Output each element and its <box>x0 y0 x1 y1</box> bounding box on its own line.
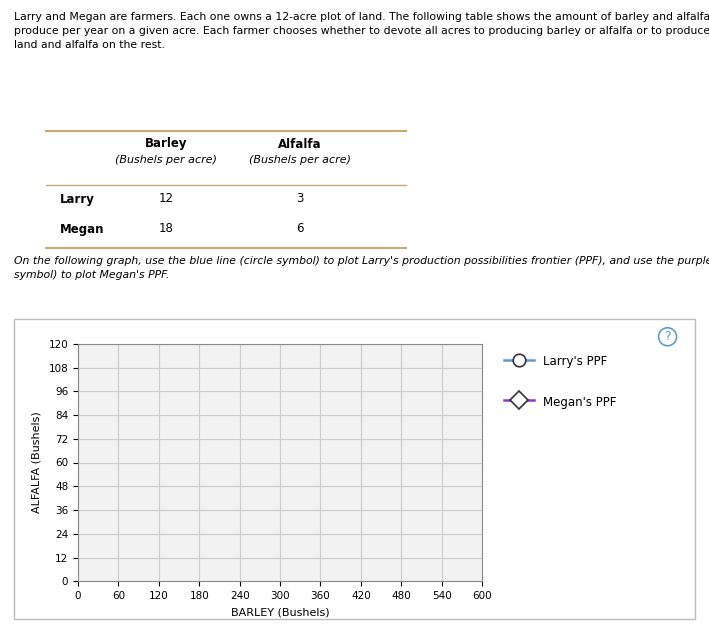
Text: 3: 3 <box>296 192 303 206</box>
Text: 6: 6 <box>296 222 303 236</box>
Text: Larry and Megan are farmers. Each one owns a 12-acre plot of land. The following: Larry and Megan are farmers. Each one ow… <box>14 12 709 51</box>
Text: On the following graph, use the blue line (circle symbol) to plot Larry's produc: On the following graph, use the blue lin… <box>14 256 709 280</box>
Y-axis label: ALFALFA (Bushels): ALFALFA (Bushels) <box>32 412 42 513</box>
Text: (Bushels per acre): (Bushels per acre) <box>249 155 351 165</box>
Text: 18: 18 <box>159 222 174 236</box>
Text: 12: 12 <box>159 192 174 206</box>
Text: Alfalfa: Alfalfa <box>278 138 322 151</box>
FancyBboxPatch shape <box>14 319 695 619</box>
Text: ?: ? <box>664 330 671 343</box>
Text: Larry: Larry <box>60 192 95 206</box>
Text: (Bushels per acre): (Bushels per acre) <box>116 155 217 165</box>
Text: Barley: Barley <box>145 138 187 151</box>
X-axis label: BARLEY (Bushels): BARLEY (Bushels) <box>230 608 330 618</box>
Text: Megan: Megan <box>60 222 105 236</box>
Legend: Larry's PPF, Megan's PPF: Larry's PPF, Megan's PPF <box>504 354 617 409</box>
